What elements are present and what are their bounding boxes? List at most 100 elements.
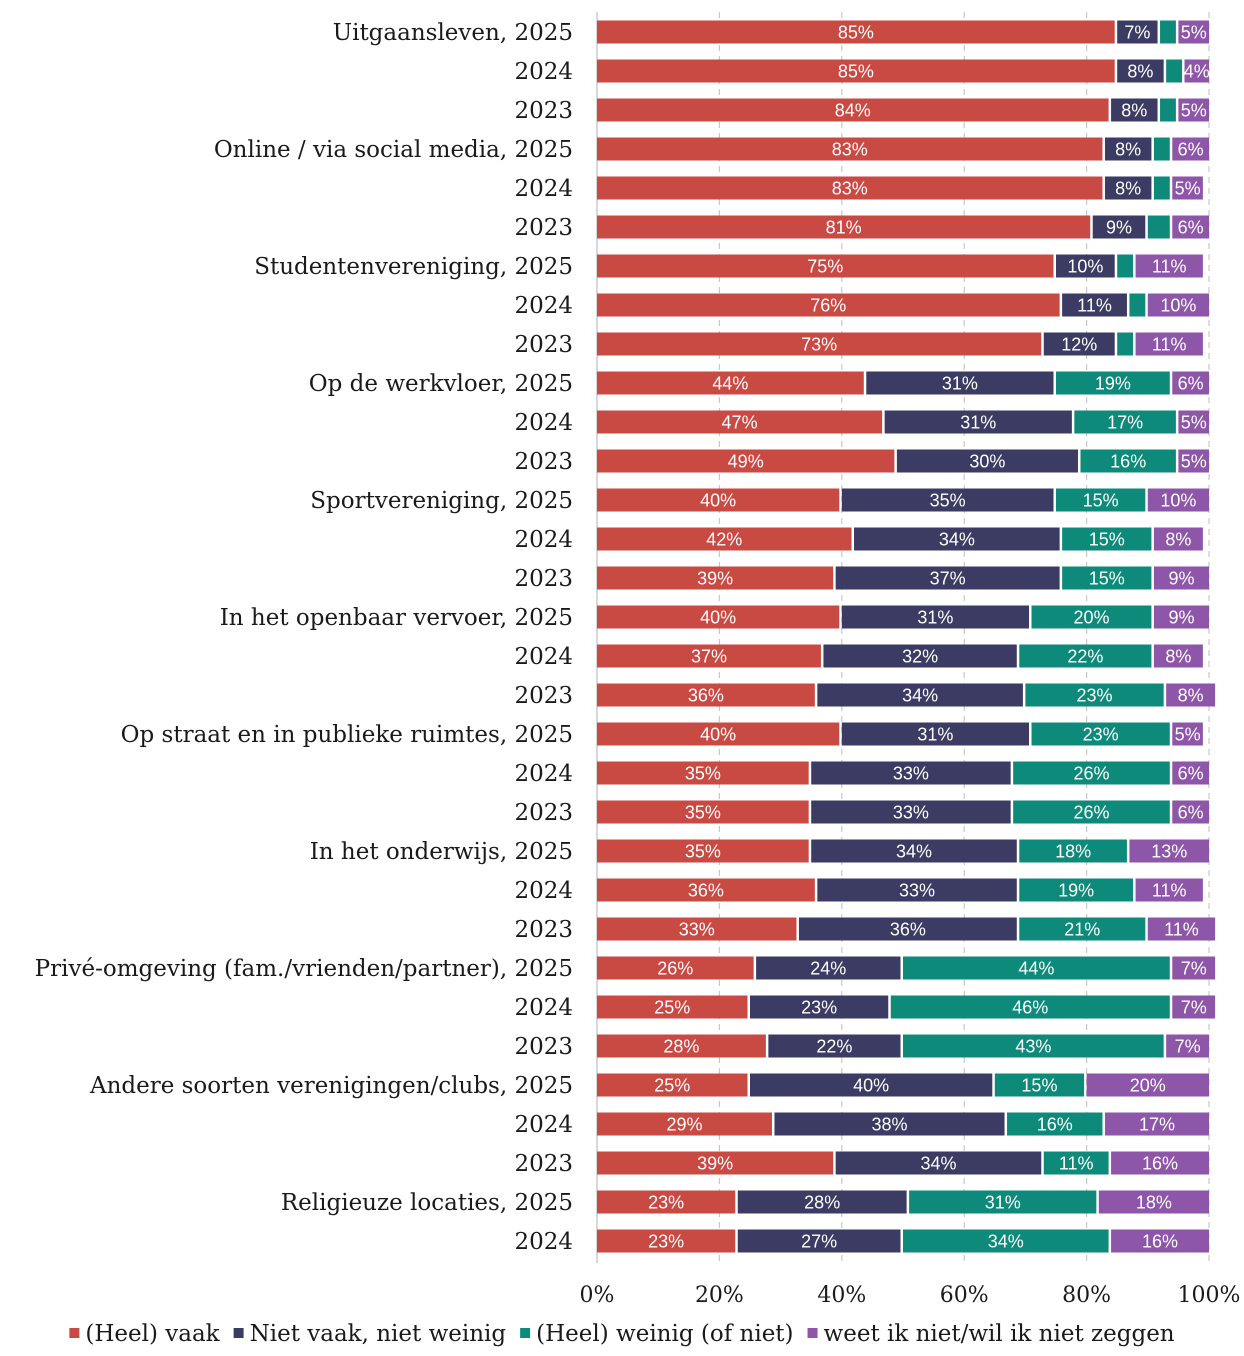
data-label: 19% <box>1095 374 1131 394</box>
category-label: 2023 <box>514 332 573 358</box>
data-label: 25% <box>654 998 690 1018</box>
legend: (Heel) vaak Niet vaak, niet weinig (Heel) … <box>69 1321 1175 1347</box>
data-label: 5% <box>1181 101 1207 121</box>
bar-segment <box>1062 293 1127 317</box>
data-label: 28% <box>663 1037 699 1057</box>
data-label: 34% <box>896 842 932 862</box>
legend-swatch <box>69 1328 80 1338</box>
bar-segment <box>903 956 1170 980</box>
data-label: 34% <box>939 530 975 550</box>
legend-item: (Heel) vaak <box>69 1321 221 1347</box>
bar-segment <box>597 605 840 629</box>
data-label: 31% <box>917 608 953 628</box>
data-label: 6% <box>1178 140 1204 160</box>
data-label: 7% <box>1181 959 1207 979</box>
data-label: 20% <box>1073 608 1109 628</box>
data-label: 47% <box>722 413 758 433</box>
data-label: 17% <box>1139 1115 1175 1135</box>
bar-segment <box>1153 566 1209 590</box>
category-label: Sportvereniging, 2025 <box>310 488 573 514</box>
category-label: 2024 <box>514 644 573 670</box>
category-label: Privé-omgeving (fam./vrienden/partner), … <box>35 956 573 982</box>
bar-segment <box>1129 839 1209 863</box>
bar-segment <box>597 449 895 473</box>
bar-segment <box>903 1034 1164 1058</box>
data-label: 26% <box>1073 803 1109 823</box>
category-label: 2023 <box>514 1151 573 1177</box>
bar-segment <box>1056 371 1170 395</box>
data-label: 33% <box>893 803 929 823</box>
data-label: 44% <box>712 374 748 394</box>
data-label: 8% <box>1165 530 1191 550</box>
legend-item: weet ik niet/wil ik niet zeggen <box>807 1321 1175 1347</box>
bar-segment <box>896 449 1078 473</box>
bar-segment <box>1166 683 1216 707</box>
bar-segment <box>1111 98 1158 122</box>
bar-segment <box>737 1190 907 1214</box>
bar-segment <box>597 20 1115 44</box>
data-label: 16% <box>1142 1232 1178 1252</box>
bar-segment <box>1147 293 1209 317</box>
category-label: Online / via social media, 2025 <box>214 137 573 163</box>
bar-segment <box>750 1073 993 1097</box>
data-label: 76% <box>810 296 846 316</box>
bar-segment <box>597 1112 772 1136</box>
category-label: 2024 <box>514 527 573 553</box>
bar-segment <box>1056 254 1115 278</box>
data-label: 32% <box>902 647 938 667</box>
bar-segment <box>1019 917 1146 941</box>
bar-segment <box>1013 761 1170 785</box>
legend-swatch <box>233 1328 244 1338</box>
bar-segment <box>1147 488 1209 512</box>
bar-segment <box>1031 722 1170 746</box>
category-label: 2024 <box>514 1112 573 1138</box>
data-label: 6% <box>1178 803 1204 823</box>
data-label: 36% <box>688 881 724 901</box>
category-label: 2024 <box>514 1229 573 1255</box>
data-label: 7% <box>1175 1037 1201 1057</box>
data-label: 9% <box>1106 218 1132 238</box>
category-label: 2023 <box>514 215 573 241</box>
bar-segment <box>1135 878 1203 902</box>
data-label: 34% <box>902 686 938 706</box>
category-label: 2024 <box>514 878 573 904</box>
category-label: 2024 <box>514 410 573 436</box>
bar-segment <box>909 1190 1097 1214</box>
bar-segment <box>1172 371 1209 395</box>
bar-segment <box>1104 176 1152 200</box>
bar-segment <box>597 371 864 395</box>
data-label: 75% <box>807 257 843 277</box>
bar-segment <box>597 254 1054 278</box>
data-label: 15% <box>1083 491 1119 511</box>
data-label: 11% <box>1164 920 1199 940</box>
data-label: 49% <box>728 452 764 472</box>
bar-segment <box>1062 527 1152 551</box>
legend-label: weet ik niet/wil ik niet zeggen <box>824 1321 1175 1347</box>
bar-segment <box>1153 137 1170 161</box>
bar-segment <box>1178 98 1209 122</box>
bar-segment <box>1104 137 1152 161</box>
data-label: 37% <box>930 569 966 589</box>
bar-segment <box>1172 176 1203 200</box>
bar-segment <box>1160 20 1176 44</box>
bar-segment <box>597 215 1091 239</box>
data-label: 8% <box>1121 101 1147 121</box>
data-label: 85% <box>838 62 874 82</box>
bar-segment <box>1062 566 1152 590</box>
category-label: In het openbaar vervoer, 2025 <box>220 605 573 631</box>
bar-segment <box>817 683 1023 707</box>
data-label: 7% <box>1181 998 1207 1018</box>
data-label: 16% <box>1037 1115 1073 1135</box>
data-label: 22% <box>1067 647 1103 667</box>
data-label: 20% <box>1130 1076 1166 1096</box>
bar-segment <box>1178 449 1209 473</box>
bar-segment <box>835 1151 1042 1175</box>
data-label: 5% <box>1181 413 1207 433</box>
bar-segment <box>1172 215 1209 239</box>
bar-segment <box>1166 59 1183 83</box>
data-label: 6% <box>1178 374 1204 394</box>
bar-segment <box>835 566 1060 590</box>
bar-segment <box>1098 1190 1209 1214</box>
bar-segment <box>1043 332 1115 356</box>
